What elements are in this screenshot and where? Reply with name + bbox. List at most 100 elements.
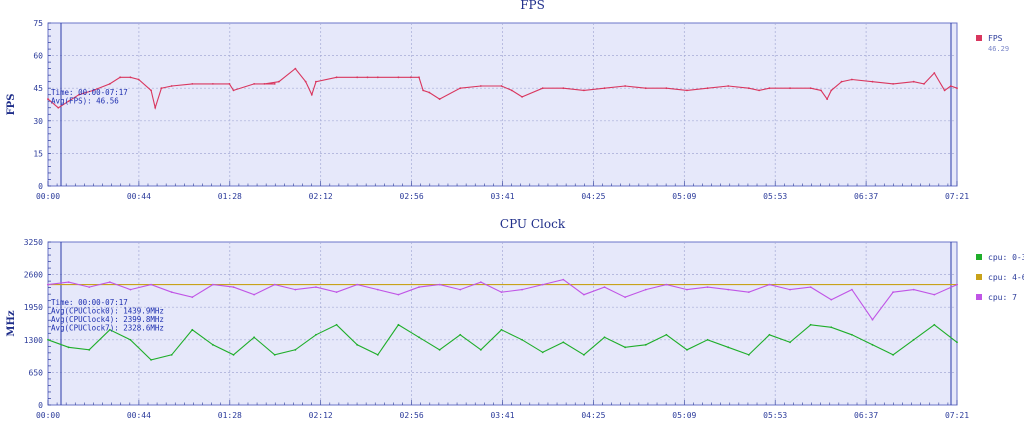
data-point: [150, 89, 152, 92]
data-point: [912, 80, 915, 83]
data-point: [253, 336, 256, 339]
data-point: [521, 338, 523, 341]
data-point: [943, 89, 946, 92]
data-point: [315, 286, 317, 289]
data-point: [956, 283, 958, 286]
data-point: [211, 283, 214, 286]
data-point: [47, 283, 49, 286]
x-tick-label: 01:28: [218, 192, 242, 201]
data-point: [129, 288, 132, 291]
data-point: [438, 98, 441, 100]
y-tick-label: 0: [38, 401, 43, 410]
data-point: [277, 80, 280, 83]
data-point: [376, 288, 379, 291]
data-point: [933, 323, 936, 326]
data-point: [923, 82, 925, 85]
data-point: [871, 80, 874, 83]
data-point: [500, 85, 503, 87]
x-tick-label: 02:56: [400, 411, 424, 420]
data-point: [366, 76, 369, 79]
data-point: [706, 338, 709, 341]
data-point: [747, 291, 750, 294]
data-point: [583, 293, 585, 296]
data-point: [686, 348, 688, 351]
data-point: [562, 87, 565, 90]
data-point: [459, 87, 462, 90]
data-point: [160, 87, 163, 90]
data-point: [397, 293, 400, 296]
data-point: [67, 281, 70, 284]
x-tick-label: 04:25: [581, 192, 605, 201]
x-tick-label: 00:44: [127, 192, 151, 201]
data-point: [949, 85, 952, 87]
data-point: [273, 353, 276, 356]
data-point: [871, 343, 874, 346]
data-point: [665, 333, 668, 336]
data-point: [583, 353, 585, 356]
data-point: [253, 82, 256, 85]
y-tick-label: 60: [33, 52, 43, 61]
series-line-fps: [47, 67, 958, 110]
x-tick-label: 05:09: [672, 192, 696, 201]
data-point: [397, 323, 400, 326]
x-tick-label: 07:21: [945, 411, 969, 420]
data-point: [92, 89, 95, 92]
data-point: [706, 286, 709, 289]
data-point: [170, 353, 173, 356]
x-tick-label: 06:37: [854, 411, 878, 420]
data-point: [789, 341, 791, 344]
data-point: [137, 78, 140, 81]
data-point: [933, 72, 936, 74]
chart-0: FPS 0 15 30 45 60 75 00:00 00:44 01:28 02:12 02:56 0…: [6, 0, 1009, 201]
cursor-readout-line: Avg(FPS): 46.56: [51, 97, 119, 106]
data-point: [263, 82, 266, 85]
data-point: [376, 76, 379, 79]
data-point: [541, 283, 544, 286]
data-point: [211, 82, 214, 85]
chart-title: CPU Clock: [500, 217, 566, 231]
y-axis-label: MHz: [6, 310, 17, 337]
data-point: [768, 333, 771, 336]
data-point: [644, 288, 647, 291]
data-point: [665, 283, 668, 286]
data-point: [892, 353, 895, 356]
y-axis-label: FPS: [6, 94, 17, 116]
data-point: [603, 286, 606, 289]
x-tick-label: 02:56: [400, 192, 424, 201]
x-tick-label: 07:21: [945, 192, 969, 201]
data-point: [850, 333, 853, 336]
data-point: [57, 106, 60, 109]
data-point: [376, 353, 379, 356]
y-tick-label: 30: [33, 117, 43, 126]
data-point: [624, 85, 627, 87]
data-point: [409, 76, 412, 79]
data-point: [154, 106, 157, 109]
data-point: [397, 76, 400, 79]
x-tick-label: 04:25: [581, 411, 605, 420]
data-point: [315, 333, 317, 336]
data-point: [758, 89, 761, 92]
data-point: [67, 100, 70, 103]
data-point: [830, 89, 833, 92]
cursor-readout-line: Avg(CPUClock4): 2399.8MHz: [51, 315, 164, 324]
data-point: [150, 283, 152, 286]
data-point: [356, 343, 359, 346]
data-point: [706, 87, 709, 90]
data-point: [521, 288, 523, 291]
data-point: [232, 89, 235, 92]
data-point: [830, 326, 833, 329]
x-tick-label: 00:00: [36, 411, 60, 420]
y-tick-label: 15: [33, 149, 43, 158]
legend-swatch: [976, 294, 982, 300]
data-point: [418, 286, 420, 289]
data-point: [428, 91, 431, 94]
x-tick-label: 02:12: [309, 411, 333, 420]
data-point: [150, 358, 152, 361]
data-point: [438, 283, 441, 286]
data-point: [479, 281, 482, 284]
cursor-readout-line: Avg(CPUClock0): 1439.9MHz: [51, 307, 164, 316]
data-point: [418, 336, 420, 339]
data-point: [850, 288, 853, 291]
data-point: [541, 87, 544, 90]
